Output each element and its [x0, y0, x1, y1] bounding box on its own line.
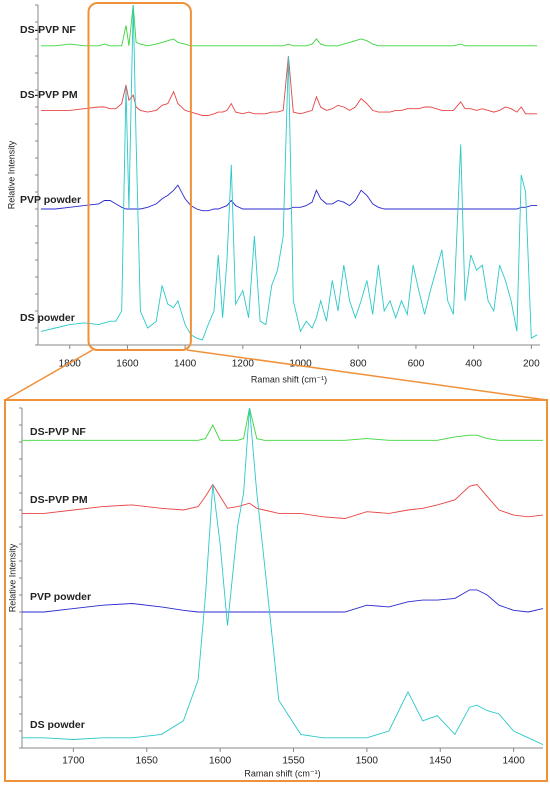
- x-tick-label: 1600: [209, 756, 232, 767]
- series-label: DS-PVP NF: [30, 426, 86, 438]
- x-tick-label: 800: [350, 359, 367, 370]
- spectrum-line: [22, 483, 544, 519]
- series-label: DS-PVP PM: [20, 89, 78, 101]
- spectrum-line: [40, 184, 538, 212]
- x-tick-label: 1550: [282, 756, 305, 767]
- spectrum-line: [40, 4, 538, 341]
- x-tick-label: 1200: [232, 359, 255, 370]
- x-tick-label: 200: [523, 359, 540, 370]
- zoom-connector: [4, 349, 93, 401]
- series-label: PVP powder: [20, 194, 81, 206]
- y-axis-title: Relative Intensity: [6, 140, 16, 209]
- x-tick-label: 1400: [503, 756, 526, 767]
- zoom-connector: [186, 349, 548, 401]
- x-tick-label: 1800: [59, 359, 82, 370]
- spectrum-line: [22, 407, 543, 441]
- zoom-frame: [4, 399, 548, 782]
- series-label: DS-PVP NF: [20, 24, 76, 36]
- spectrum-line: [40, 55, 538, 116]
- zoom-box: [87, 2, 192, 351]
- x-tick-label: 1450: [429, 756, 452, 767]
- x-tick-label: 400: [465, 359, 482, 370]
- x-tick-label: 1000: [289, 359, 312, 370]
- series-label: DS powder: [20, 312, 75, 324]
- series-label: DS powder: [30, 719, 85, 731]
- x-tick-label: 1650: [136, 756, 159, 767]
- x-axis-title: Raman shift (cm⁻¹): [244, 768, 320, 778]
- x-tick-label: 1700: [62, 756, 85, 767]
- x-tick-label: 1600: [116, 359, 139, 370]
- x-tick-label: 600: [408, 359, 425, 370]
- series-label: DS-PVP PM: [30, 494, 88, 506]
- spectrum-line: [40, 4, 538, 47]
- spectrum-line: [22, 589, 544, 613]
- y-axis-title: Relative Intensity: [7, 543, 17, 612]
- series-label: PVP powder: [30, 591, 91, 603]
- x-tick-label: 1500: [356, 756, 379, 767]
- x-tick-label: 1400: [174, 359, 197, 370]
- spectrum-line: [22, 407, 544, 746]
- x-axis-title: Raman shift (cm⁻¹): [251, 374, 327, 384]
